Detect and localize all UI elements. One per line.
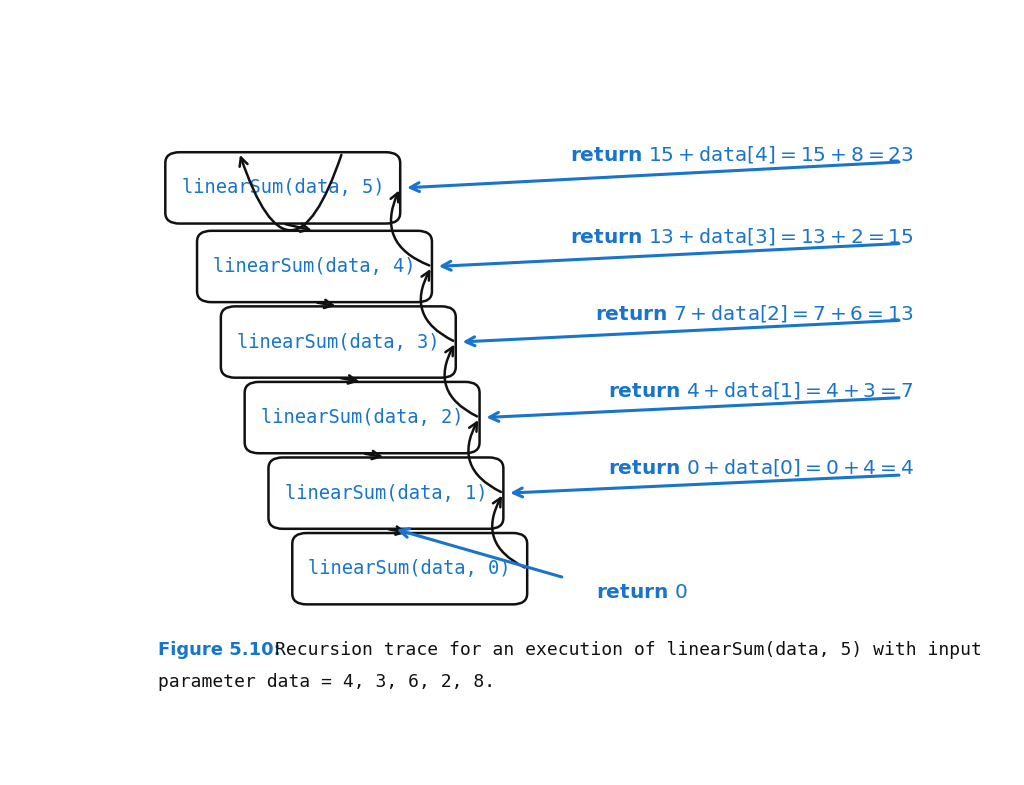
FancyBboxPatch shape xyxy=(165,152,400,224)
Text: $\mathbf{return}$ $7 + \mathtt{data}[2] = 7 + 6 = 13$: $\mathbf{return}$ $7 + \mathtt{data}[2] … xyxy=(595,302,913,323)
Text: linearSum(data, 3): linearSum(data, 3) xyxy=(237,333,439,352)
Text: Figure 5.10:: Figure 5.10: xyxy=(158,641,281,659)
FancyBboxPatch shape xyxy=(245,382,479,453)
Text: $\mathbf{return}$ $4 + \mathtt{data}[1] = 4 + 3 = 7$: $\mathbf{return}$ $4 + \mathtt{data}[1] … xyxy=(608,380,913,401)
FancyBboxPatch shape xyxy=(197,231,432,302)
Text: linearSum(data, 2): linearSum(data, 2) xyxy=(261,408,464,427)
Text: linearSum(data, 4): linearSum(data, 4) xyxy=(213,257,416,276)
Text: Recursion trace for an execution of linearSum(data, 5) with input: Recursion trace for an execution of line… xyxy=(274,641,982,659)
Text: linearSum(data, 5): linearSum(data, 5) xyxy=(181,178,384,197)
FancyBboxPatch shape xyxy=(292,533,527,604)
Text: $\mathbf{return}$ $15 + \mathtt{data}[4] = 15 + 8 = 23$: $\mathbf{return}$ $15 + \mathtt{data}[4]… xyxy=(569,144,913,165)
Text: $\mathbf{return}$ $13 + \mathtt{data}[3] = 13 + 2 = 15$: $\mathbf{return}$ $13 + \mathtt{data}[3]… xyxy=(570,226,913,246)
FancyBboxPatch shape xyxy=(221,306,456,378)
FancyBboxPatch shape xyxy=(268,458,504,529)
Text: linearSum(data, 0): linearSum(data, 0) xyxy=(308,559,511,579)
Text: $\mathbf{return}\ 0$: $\mathbf{return}\ 0$ xyxy=(596,583,688,602)
Text: parameter data = 4, 3, 6, 2, 8.: parameter data = 4, 3, 6, 2, 8. xyxy=(158,673,496,691)
Text: linearSum(data, 1): linearSum(data, 1) xyxy=(285,484,487,502)
Text: $\mathbf{return}$ $0 + \mathtt{data}[0] = 0 + 4 = 4$: $\mathbf{return}$ $0 + \mathtt{data}[0] … xyxy=(607,457,913,478)
